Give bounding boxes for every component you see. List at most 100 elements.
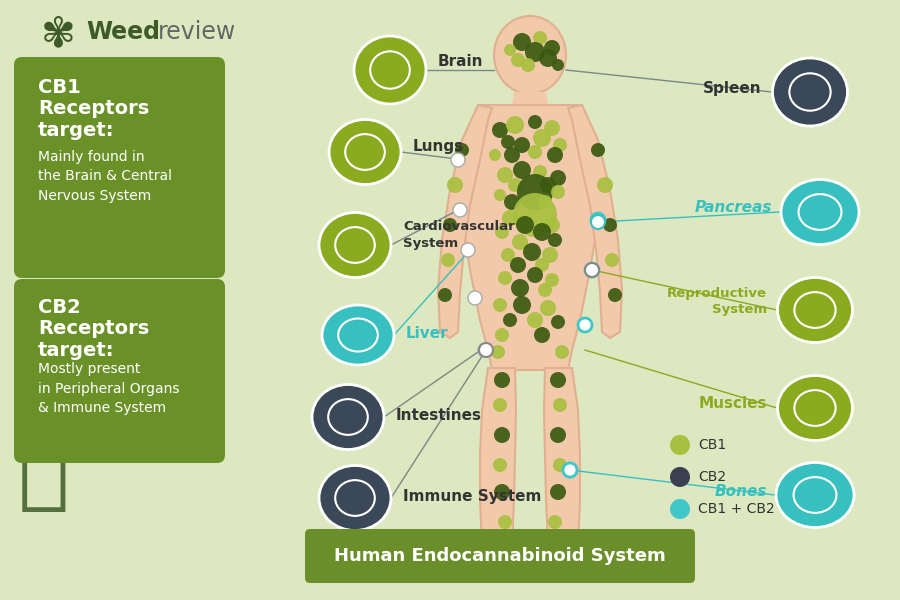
Circle shape [550,484,566,500]
Circle shape [528,145,542,159]
Circle shape [591,143,605,157]
Circle shape [553,458,567,472]
Text: review: review [158,20,236,44]
Circle shape [597,177,613,193]
Text: CB1: CB1 [698,438,726,452]
Text: Lungs: Lungs [413,139,464,154]
Circle shape [493,458,507,472]
Circle shape [548,515,562,529]
Text: Muscles: Muscles [698,397,767,412]
Circle shape [591,215,605,229]
Circle shape [512,234,528,250]
Circle shape [495,225,509,239]
Circle shape [534,327,550,343]
Circle shape [506,116,524,134]
Circle shape [510,257,526,273]
Text: CB1 + CB2: CB1 + CB2 [698,502,775,516]
Circle shape [493,398,507,412]
Circle shape [504,44,516,56]
Circle shape [502,210,518,226]
Circle shape [563,463,577,477]
Ellipse shape [319,466,391,530]
Circle shape [547,147,563,163]
Circle shape [491,345,505,359]
Polygon shape [544,368,580,555]
Ellipse shape [494,16,566,94]
FancyBboxPatch shape [305,529,695,583]
Text: Brain: Brain [438,55,483,70]
Polygon shape [512,92,548,105]
Circle shape [555,345,569,359]
Circle shape [504,194,520,210]
Circle shape [517,174,553,210]
Circle shape [455,143,469,157]
Circle shape [550,427,566,443]
Text: Spleen: Spleen [704,80,762,95]
Polygon shape [568,105,622,338]
Circle shape [670,435,690,455]
Circle shape [551,315,565,329]
Circle shape [538,283,552,297]
Circle shape [525,42,545,62]
Circle shape [494,189,506,201]
Circle shape [511,53,525,67]
Ellipse shape [322,305,394,365]
Circle shape [453,203,467,217]
Text: Liver: Liver [406,325,448,340]
Circle shape [544,217,560,233]
Circle shape [479,343,493,357]
Circle shape [553,138,567,152]
Circle shape [447,177,463,193]
Circle shape [578,318,592,332]
Circle shape [542,247,558,263]
Circle shape [494,372,510,388]
Text: Weed: Weed [86,20,160,44]
Circle shape [527,312,543,328]
Text: Mostly present
in Peripheral Organs
& Immune System: Mostly present in Peripheral Organs & Im… [38,362,179,415]
Circle shape [494,427,510,443]
Circle shape [514,137,530,153]
Circle shape [544,40,560,56]
Circle shape [550,372,566,388]
Circle shape [535,258,549,272]
Circle shape [497,167,513,183]
Circle shape [513,161,531,179]
Circle shape [553,398,567,412]
FancyBboxPatch shape [14,279,225,463]
Circle shape [540,177,556,193]
Ellipse shape [778,277,852,343]
Circle shape [508,178,522,192]
Circle shape [548,233,562,247]
Text: ✾: ✾ [40,13,76,55]
Circle shape [585,263,599,277]
Circle shape [498,515,512,529]
Circle shape [495,328,509,342]
Circle shape [608,288,622,302]
Text: Bones: Bones [715,484,767,499]
Circle shape [498,271,512,285]
Text: CB2
Receptors
target:: CB2 Receptors target: [38,298,149,359]
Circle shape [513,33,531,51]
Circle shape [513,193,557,237]
Circle shape [478,343,492,357]
Circle shape [670,467,690,487]
Circle shape [492,122,508,138]
Circle shape [513,296,531,314]
Circle shape [523,243,541,261]
Circle shape [521,58,535,72]
Ellipse shape [772,58,848,126]
Circle shape [493,298,507,312]
Text: Intestines: Intestines [396,407,482,422]
Circle shape [533,129,551,147]
Circle shape [443,218,457,232]
Circle shape [503,313,517,327]
Ellipse shape [319,212,391,277]
Circle shape [605,253,619,267]
Circle shape [670,499,690,519]
Circle shape [533,165,547,179]
Text: CB2: CB2 [698,470,726,484]
Ellipse shape [776,463,854,527]
FancyBboxPatch shape [14,57,225,278]
Circle shape [516,216,534,234]
Text: Human Endocannabinoid System: Human Endocannabinoid System [334,547,666,565]
